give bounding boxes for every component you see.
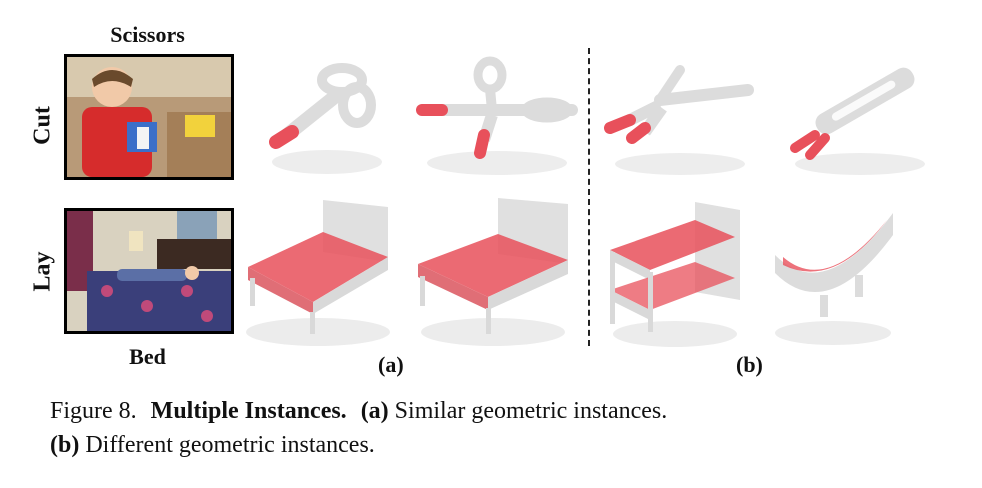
bed-instance-a1 [238,192,398,352]
caption-number: Figure 8. [50,398,137,424]
panel-label-a: (a) [378,352,404,377]
photo-person-on-bed [64,208,234,334]
row-label-lay: Lay [29,251,56,292]
hammock-bed-instance-b2 [765,195,900,350]
object-header-bed: Bed [129,344,166,369]
panel-label-b: (b) [736,352,763,377]
row-label-cut: Cut [29,106,56,145]
panel-divider [588,48,590,346]
scissors-instance-a1 [262,50,392,180]
object-header-scissors: Scissors [110,22,185,47]
scissors-instance-b2 [780,60,940,180]
caption-title: Multiple Instances. [150,398,347,424]
bed-instance-a2 [408,192,578,352]
caption-part-b-label: (b) [50,432,80,458]
figure-caption: Figure 8. Multiple Instances. (a) Simila… [50,394,960,462]
caption-part-b-text: Different geometric instances. [85,432,375,458]
scissors-instance-b1 [600,60,760,180]
caption-part-a-label: (a) [360,398,389,424]
scissors-instance-a2 [412,55,582,180]
photo-child-cutting [64,54,234,180]
bunk-bed-instance-b1 [600,192,750,352]
caption-part-a-text: Similar geometric instances. [394,398,668,424]
